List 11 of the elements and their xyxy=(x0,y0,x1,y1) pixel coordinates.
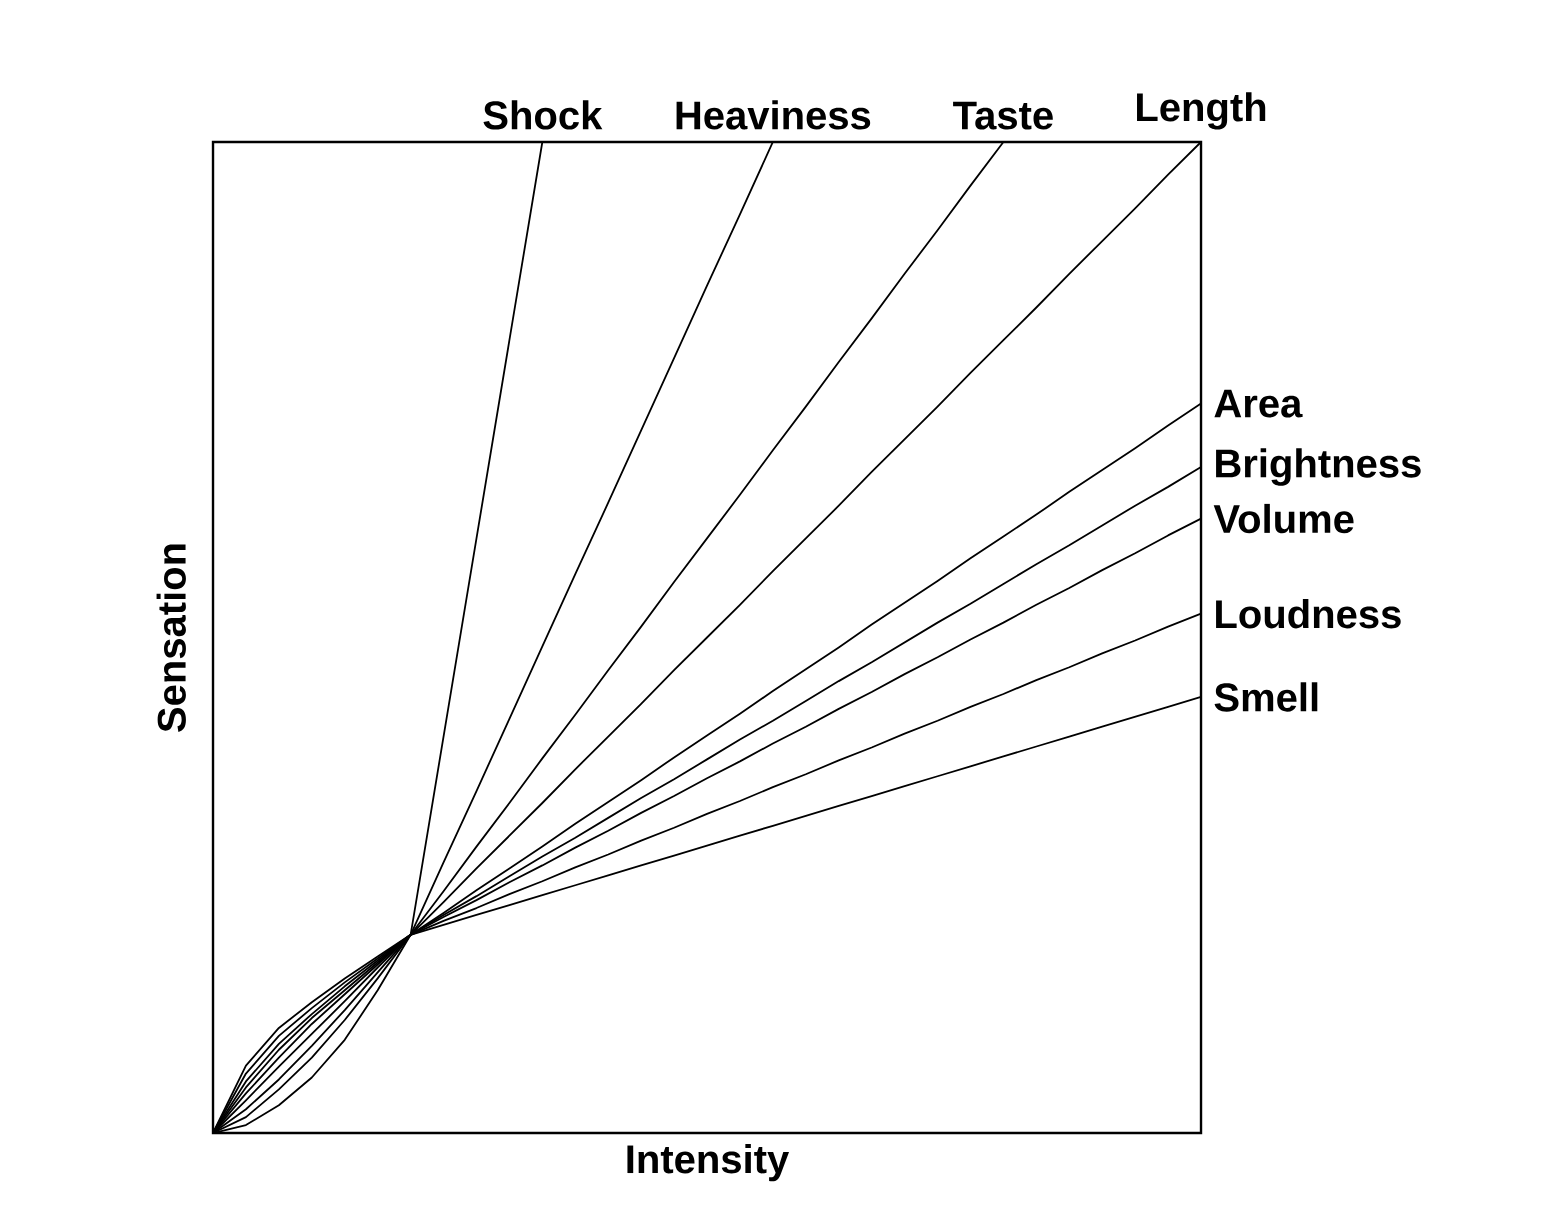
series-label: Heaviness xyxy=(676,100,871,130)
x-axis-title: Intensity xyxy=(627,1144,790,1182)
series-label: Brightness xyxy=(1216,448,1421,486)
series-label: Loudness xyxy=(1216,599,1401,629)
series-label: Smell xyxy=(1214,682,1318,712)
series-label: Taste xyxy=(953,101,1053,130)
series-label: Length xyxy=(1137,92,1266,130)
series-label: Shock xyxy=(483,100,603,130)
series-label: Area xyxy=(1214,389,1303,418)
series-label: Volume xyxy=(1213,503,1354,534)
y-axis-title: Sensation xyxy=(156,544,186,732)
